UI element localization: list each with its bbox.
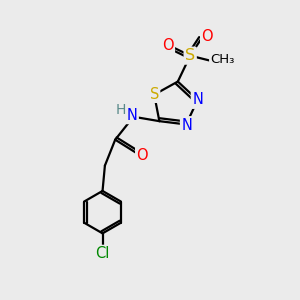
Text: CH₃: CH₃ bbox=[210, 53, 235, 66]
Text: O: O bbox=[202, 29, 213, 44]
Text: N: N bbox=[192, 92, 203, 107]
Text: Cl: Cl bbox=[95, 246, 110, 261]
Text: N: N bbox=[181, 118, 192, 133]
Text: O: O bbox=[162, 38, 174, 53]
Text: N: N bbox=[127, 108, 137, 123]
Text: S: S bbox=[185, 48, 195, 63]
Text: S: S bbox=[149, 87, 159, 102]
Text: H: H bbox=[116, 103, 126, 117]
Text: O: O bbox=[136, 148, 148, 163]
